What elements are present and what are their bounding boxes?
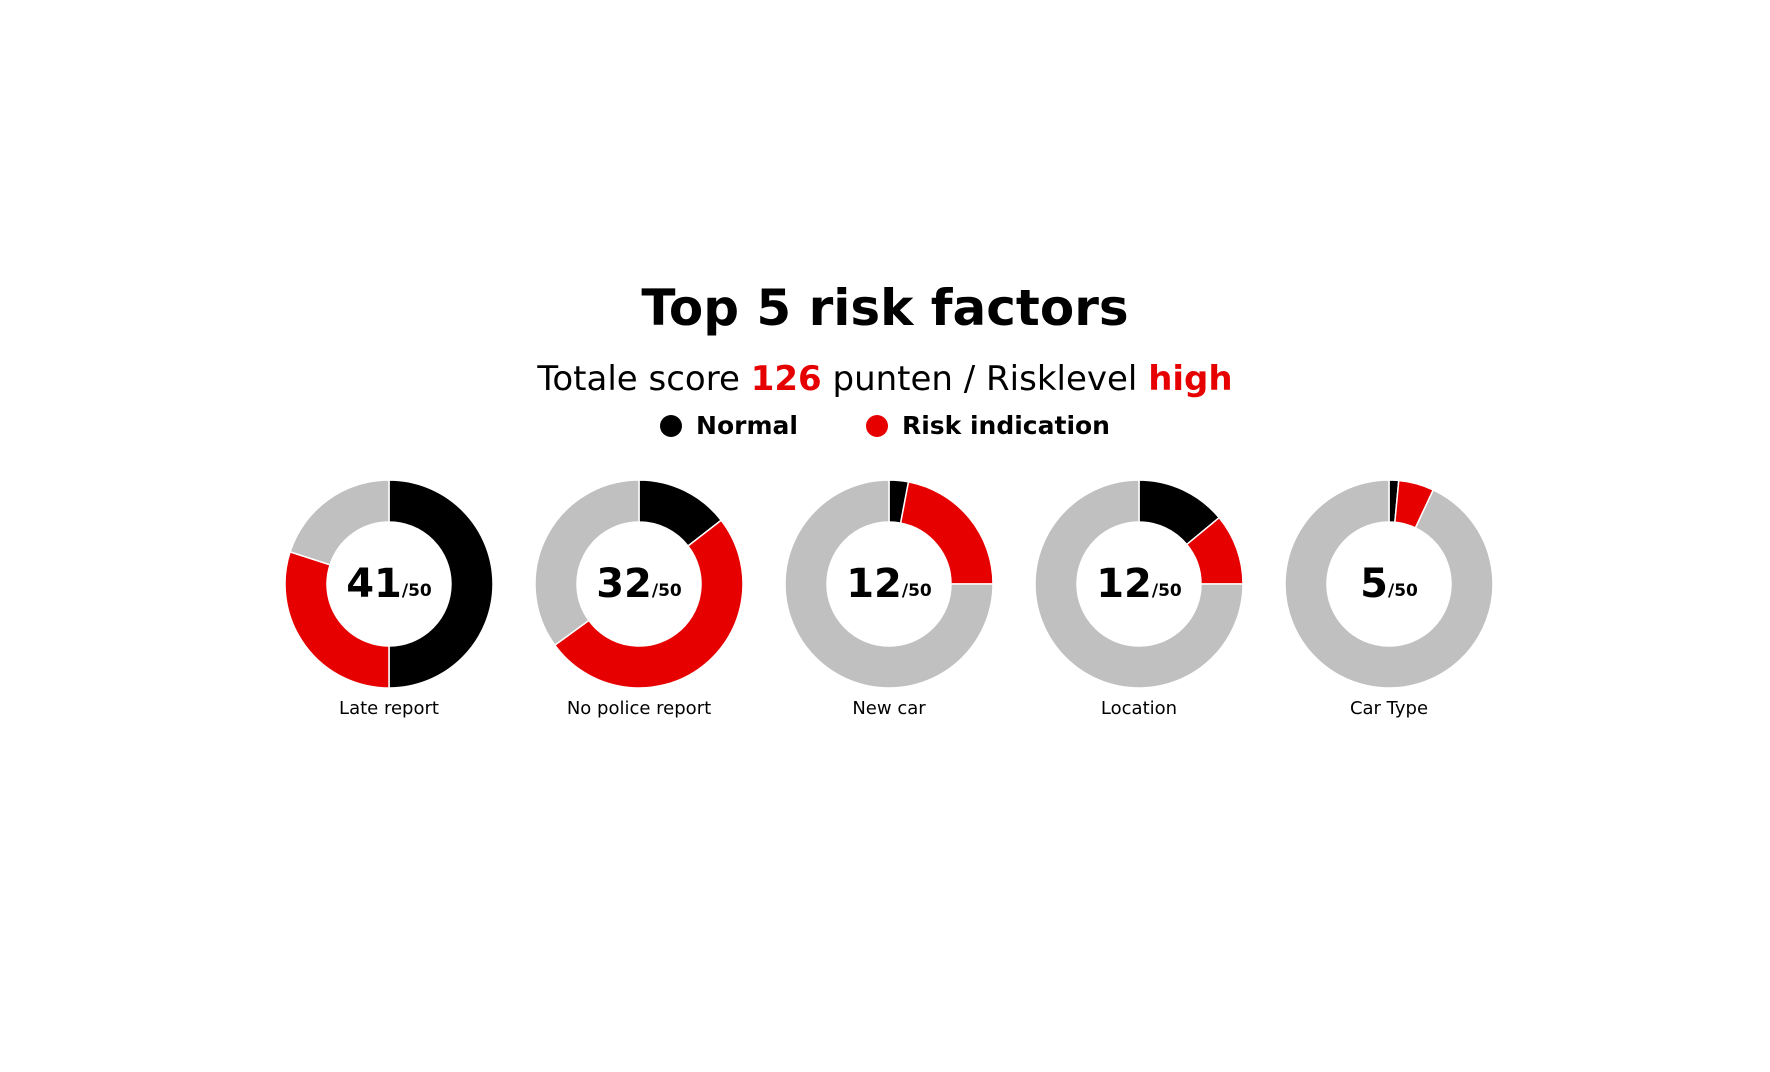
slice-risk xyxy=(285,550,390,688)
legend: Normal Risk indication xyxy=(0,410,1770,442)
score-max: /50 xyxy=(901,580,932,601)
score-value: 32 xyxy=(596,561,652,607)
legend-label-risk: Risk indication xyxy=(901,411,1110,440)
chart-subtitle: Totale score 126 punten / Risklevel high xyxy=(0,357,1770,401)
donut-label: Location xyxy=(1100,698,1178,719)
donut-charts: 41/50 Late report 32/50 No police report 12/… xyxy=(0,480,1770,740)
score-max: /50 xyxy=(651,580,682,601)
slice-normal xyxy=(388,480,493,688)
legend-item-normal: Normal xyxy=(660,410,798,442)
donut-label: Late report xyxy=(339,698,439,719)
slice-remainder xyxy=(535,480,640,647)
chart-title: Top 5 risk factors xyxy=(641,279,1129,337)
legend-swatch-normal xyxy=(660,415,683,437)
donut-center-value: 41/50 xyxy=(285,480,493,688)
score-value: 12 xyxy=(846,561,902,607)
slice-risk xyxy=(1185,516,1243,585)
donut-center-value: 32/50 xyxy=(535,480,743,688)
donut-chart-1: 41/50 Late report xyxy=(285,480,535,730)
slice-remainder xyxy=(785,480,993,688)
donut-label: No police report xyxy=(566,698,712,719)
donut-svg xyxy=(285,480,493,688)
risk-level-value: high xyxy=(1148,359,1233,399)
score-value: 5 xyxy=(1360,561,1388,607)
donut-chart-5: 5/50 Car Type xyxy=(1285,480,1535,730)
slice-remainder xyxy=(1035,480,1243,688)
score-max: /50 xyxy=(401,580,432,601)
donut-chart-4: 12/50 Location xyxy=(1035,480,1285,730)
score-value: 12 xyxy=(1096,561,1152,607)
donut-label: New car xyxy=(852,698,926,719)
legend-label-normal: Normal xyxy=(696,411,798,440)
donut-svg xyxy=(785,480,993,688)
donut-svg xyxy=(535,480,743,688)
total-score-prefix: Totale score xyxy=(537,359,740,399)
donut-center-value: 12/50 xyxy=(785,480,993,688)
donut-center-value: 5/50 xyxy=(1285,480,1493,688)
slice-remainder xyxy=(1285,480,1493,688)
donut-chart-3: 12/50 New car xyxy=(785,480,1035,730)
legend-item-risk: Risk indication xyxy=(865,410,1110,442)
donut-svg xyxy=(1285,480,1493,688)
donut-svg xyxy=(1035,480,1243,688)
donut-chart-2: 32/50 No police report xyxy=(535,480,785,730)
slice-risk xyxy=(553,519,743,688)
total-score-value: 126 xyxy=(750,359,822,399)
score-max: /50 xyxy=(1151,580,1182,601)
donut-label: Car Type xyxy=(1349,698,1429,719)
score-max: /50 xyxy=(1387,580,1418,601)
score-value: 41 xyxy=(346,561,402,607)
donut-center-value: 12/50 xyxy=(1035,480,1243,688)
legend-swatch-risk xyxy=(865,415,888,437)
slice-remainder xyxy=(289,480,390,566)
total-score-middle: punten / Risklevel xyxy=(832,359,1138,399)
